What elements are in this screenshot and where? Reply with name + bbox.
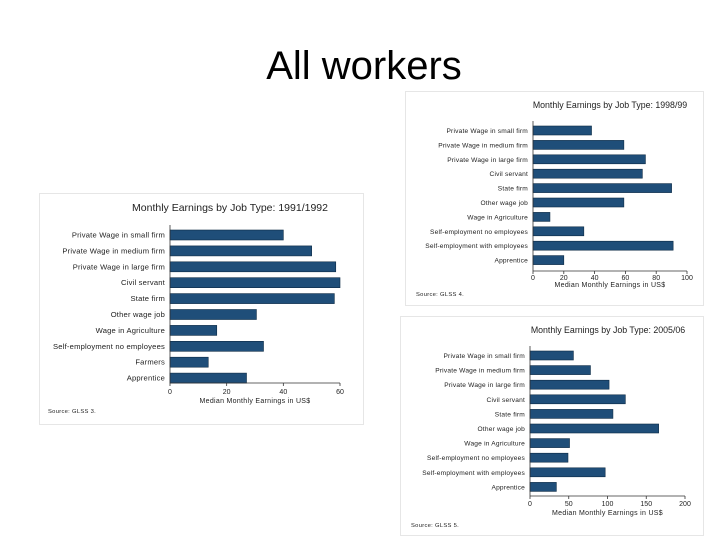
bar <box>529 379 610 390</box>
chart-2005-svg: Monthly Earnings by Job Type: 2005/06 Pri… <box>411 325 691 529</box>
x-tick-label: 50 <box>565 501 573 508</box>
x-tick-label: 0 <box>528 501 532 508</box>
chart-panel-2005: Monthly Earnings by Job Type: 2005/06 Pri… <box>400 316 704 536</box>
x-tick-label: 100 <box>602 501 614 508</box>
bar <box>529 350 574 361</box>
category-label: Private Wage in small firm <box>72 231 165 240</box>
bar <box>529 467 606 478</box>
bar <box>169 261 337 273</box>
category-label: Farmers <box>135 358 165 367</box>
category-label: Self-employment with employees <box>422 470 525 477</box>
bar <box>529 423 659 434</box>
x-axis-label: Median Monthly Earnings in US$ <box>555 282 666 289</box>
x-tick-label: 200 <box>679 501 691 508</box>
bar <box>532 154 646 165</box>
category-label: Other wage job <box>477 426 525 433</box>
x-tick-label: 150 <box>640 501 652 508</box>
category-label: Private Wage in small firm <box>443 353 525 360</box>
bar <box>532 212 551 222</box>
category-label: State firm <box>495 411 526 418</box>
category-label: Self-employment with employees <box>425 243 528 250</box>
x-tick-label: 0 <box>168 389 172 396</box>
category-label: Civil servant <box>121 278 166 287</box>
category-label: Wage in Agriculture <box>464 441 525 448</box>
chart-title: Monthly Earnings by Job Type: 1991/1992 <box>132 202 328 214</box>
category-label: Private Wage in large firm <box>444 382 525 389</box>
chart-1991-svg: Monthly Earnings by Job Type: 1991/1992 P… <box>48 202 344 415</box>
x-tick-label: 20 <box>560 275 568 282</box>
bar <box>529 409 614 419</box>
bar <box>532 125 592 136</box>
x-tick-label: 0 <box>531 275 535 282</box>
bar <box>169 229 284 241</box>
category-label: Apprentice <box>494 258 528 265</box>
x-tick-label: 20 <box>223 389 231 396</box>
category-label: State firm <box>131 294 166 303</box>
bar <box>169 325 218 336</box>
category-label: Private Wage in small firm <box>446 128 528 135</box>
category-label: Apprentice <box>491 484 525 491</box>
x-axis-label: Median Monthly Earnings in US$ <box>552 510 663 517</box>
chart-title: Monthly Earnings by Job Type: 2005/06 <box>531 325 685 335</box>
category-label: Wage in Agriculture <box>467 214 528 221</box>
category-label: State firm <box>498 186 529 193</box>
x-tick-label: 100 <box>681 275 693 282</box>
source-note: Source: GLSS 4. <box>416 292 464 298</box>
bar <box>529 394 626 405</box>
bar <box>532 183 672 193</box>
bar <box>169 245 312 257</box>
bar <box>529 365 591 375</box>
x-axis-label: Median Monthly Earnings in US$ <box>200 398 311 405</box>
category-label: Apprentice <box>127 374 165 383</box>
chart-panel-1998: Monthly Earnings by Job Type: 1998/99 Pri… <box>405 91 704 306</box>
x-tick-label: 40 <box>279 389 287 396</box>
bar <box>529 482 557 492</box>
category-label: Private Wage in medium firm <box>62 246 165 255</box>
category-label: Private Wage in medium firm <box>435 368 525 375</box>
category-label: Self-employment no employees <box>53 342 165 351</box>
bar <box>529 438 570 448</box>
bar <box>532 140 625 150</box>
bar <box>169 309 257 320</box>
slide-title: All workers <box>266 44 462 88</box>
category-label: Wage in Agriculture <box>96 326 165 335</box>
chart-title: Monthly Earnings by Job Type: 1998/99 <box>533 100 687 110</box>
bar <box>169 341 264 352</box>
category-label: Self-employment no employees <box>427 455 525 462</box>
x-tick-label: 60 <box>622 275 630 282</box>
x-tick-label: 60 <box>336 389 344 396</box>
bar <box>532 226 585 237</box>
bar <box>532 240 674 251</box>
bar <box>532 168 643 179</box>
bar <box>532 197 625 208</box>
bar <box>169 372 247 384</box>
source-note: Source: GLSS 3. <box>48 409 96 415</box>
bar <box>532 255 565 265</box>
bar <box>169 356 209 368</box>
bar <box>169 293 335 304</box>
x-tick-label: 40 <box>591 275 599 282</box>
bar <box>529 452 569 463</box>
chart-panel-1991: Monthly Earnings by Job Type: 1991/1992 P… <box>39 193 364 425</box>
category-label: Other wage job <box>480 200 528 207</box>
source-note: Source: GLSS 5. <box>411 523 459 529</box>
category-label: Other wage job <box>111 310 165 319</box>
category-label: Private Wage in medium firm <box>438 142 528 149</box>
category-label: Private Wage in large firm <box>73 262 165 271</box>
category-label: Civil servant <box>486 397 525 404</box>
x-tick-label: 80 <box>652 275 660 282</box>
category-label: Self-employment no employees <box>430 229 528 236</box>
category-label: Civil servant <box>489 171 528 178</box>
chart-1998-svg: Monthly Earnings by Job Type: 1998/99 Pri… <box>416 100 693 298</box>
category-label: Private Wage in large firm <box>447 157 528 164</box>
bar <box>169 277 341 288</box>
